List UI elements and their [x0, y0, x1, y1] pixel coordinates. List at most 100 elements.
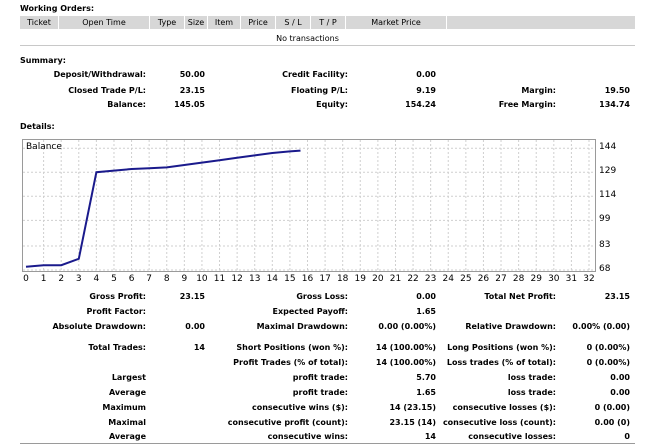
rel-drawdown-label: Relative Drawdown: [465, 322, 556, 331]
x-tick-label: 31 [565, 274, 578, 284]
margin-value: 19.50 [604, 86, 630, 95]
balance-label: Balance: [107, 100, 146, 109]
maximum-label: Maximum [102, 403, 146, 412]
abs-drawdown-value: 0.00 [185, 322, 205, 331]
y-tick-label: 99 [599, 214, 611, 225]
abs-drawdown-label: Absolute Drawdown: [52, 322, 146, 331]
y-tick-label: 83 [599, 239, 611, 250]
average-label: Average [108, 388, 146, 397]
deposit-value: 50.00 [179, 70, 205, 79]
avg-losses-value: 0 [624, 432, 630, 441]
x-tick-label: 9 [181, 274, 188, 284]
average-profit-value: 1.65 [416, 388, 436, 397]
x-tick-label: 23 [424, 274, 437, 284]
orders-table-header: Ticket Open Time Type Size Item Price S … [20, 16, 635, 29]
col-open-time[interactable]: Open Time [59, 16, 150, 29]
floating-pl-value: 9.19 [416, 86, 436, 95]
x-tick-label: 5 [111, 274, 117, 284]
rel-drawdown-value: 0.00% (0.00) [572, 322, 630, 331]
orders-divider [20, 45, 635, 46]
average2-label: Average [108, 432, 146, 441]
x-tick-label: 0 [23, 274, 29, 284]
x-tick-label: 8 [163, 274, 170, 284]
col-tp[interactable]: T / P [311, 16, 346, 29]
equity-label: Equity: [316, 100, 348, 109]
maximal-label: Maximal [108, 418, 146, 427]
deposit-label: Deposit/Withdrawal: [53, 70, 146, 79]
largest-loss-value: 0.00 [610, 373, 630, 382]
x-tick-label: 17 [319, 274, 331, 284]
max-losses-value: 0 (0.00) [594, 403, 630, 412]
working-orders-title: Working Orders: [20, 4, 95, 13]
margin-label: Margin: [521, 86, 556, 95]
y-tick-label: 129 [599, 166, 617, 177]
x-tick-label: 24 [442, 274, 454, 284]
x-tick-label: 27 [495, 274, 507, 284]
total-net-label: Total Net Profit: [484, 292, 556, 301]
gross-profit-label: Gross Profit: [89, 292, 146, 301]
floating-pl-label: Floating P/L: [291, 86, 348, 95]
closed-pl-value: 23.15 [179, 86, 205, 95]
x-tick-label: 15 [284, 274, 296, 284]
maximal-profit-value: 23.15 (14) [389, 418, 436, 427]
x-tick-label: 4 [93, 274, 100, 284]
free-margin-value: 134.74 [599, 100, 630, 109]
balance-chart [23, 140, 594, 271]
details-title: Details: [20, 122, 55, 131]
summary-title: Summary: [20, 56, 66, 65]
loss-trades-label: Loss trades (% of total): [446, 358, 556, 367]
x-tick-label: 11 [213, 274, 226, 284]
x-tick-label: 12 [231, 274, 243, 284]
x-tick-label: 2 [58, 274, 65, 284]
profit-factor-label: Profit Factor: [86, 307, 146, 316]
x-tick-label: 30 [548, 274, 560, 284]
loss-trades-value: 0 (0.00%) [586, 358, 630, 367]
x-tick-label: 10 [196, 274, 208, 284]
no-transactions-text: No transactions [276, 34, 339, 43]
col-market-price[interactable]: Market Price [346, 16, 447, 29]
closed-pl-label: Closed Trade P/L: [68, 86, 146, 95]
col-item[interactable]: Item [208, 16, 241, 29]
avg-wins-label: consecutive wins: [267, 432, 348, 441]
max-losses-label: consecutive losses ($): [452, 403, 556, 412]
equity-value: 154.24 [405, 100, 436, 109]
credit-value: 0.00 [416, 70, 436, 79]
maximal-profit-label: consecutive profit (count): [227, 418, 348, 427]
y-tick-label: 144 [599, 142, 617, 153]
balance-value: 145.05 [174, 100, 205, 109]
maximal-loss-value: 0.00 (0) [594, 418, 630, 427]
x-tick-label: 16 [301, 274, 314, 284]
avg-wins-value: 14 [424, 432, 436, 441]
x-tick-label: 25 [460, 274, 472, 284]
x-tick-label: 22 [407, 274, 419, 284]
balance-chart-frame [22, 139, 596, 272]
gross-loss-value: 0.00 [416, 292, 436, 301]
x-tick-label: 26 [477, 274, 490, 284]
total-trades-value: 14 [193, 343, 205, 352]
y-tick-label: 114 [599, 190, 617, 201]
col-size[interactable]: Size [185, 16, 208, 29]
x-tick-label: 6 [128, 274, 135, 284]
x-tick-label: 14 [266, 274, 279, 284]
x-tick-label: 18 [336, 274, 349, 284]
gross-loss-label: Gross Loss: [296, 292, 348, 301]
maximal-loss-label: consecutive loss (count): [442, 418, 556, 427]
max-drawdown-label: Maximal Drawdown: [256, 322, 348, 331]
col-type[interactable]: Type [150, 16, 185, 29]
average-profit-label: profit trade: [292, 388, 348, 397]
credit-label: Credit Facility: [282, 70, 348, 79]
profit-trades-label: Profit Trades (% of total): [233, 358, 348, 367]
profit-trades-value: 14 (100.00%) [375, 358, 436, 367]
avg-losses-label: consecutive losses: [468, 432, 556, 441]
col-sl[interactable]: S / L [276, 16, 311, 29]
largest-profit-value: 5.70 [416, 373, 436, 382]
average-loss-label: loss trade: [507, 388, 556, 397]
long-pos-value: 0 (0.00%) [586, 343, 630, 352]
x-tick-label: 1 [40, 274, 47, 284]
col-ticket[interactable]: Ticket [20, 16, 59, 29]
total-trades-label: Total Trades: [88, 343, 146, 352]
free-margin-label: Free Margin: [498, 100, 556, 109]
short-pos-label: Short Positions (won %): [236, 343, 348, 352]
x-tick-label: 28 [512, 274, 525, 284]
col-price[interactable]: Price [241, 16, 276, 29]
